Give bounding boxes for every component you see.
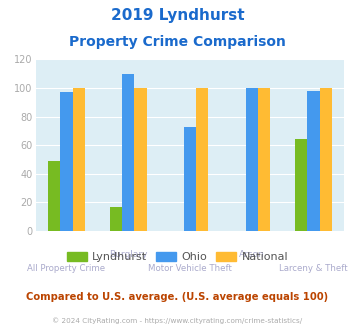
Text: Compared to U.S. average. (U.S. average equals 100): Compared to U.S. average. (U.S. average … — [26, 292, 329, 302]
Bar — [307, 91, 320, 231]
Bar — [60, 92, 72, 231]
Bar — [110, 207, 122, 231]
Bar — [122, 74, 134, 231]
Text: Arson: Arson — [239, 250, 264, 259]
Bar — [48, 161, 60, 231]
Bar — [134, 88, 147, 231]
Text: © 2024 CityRating.com - https://www.cityrating.com/crime-statistics/: © 2024 CityRating.com - https://www.city… — [53, 317, 302, 324]
Bar — [320, 88, 332, 231]
Text: Motor Vehicle Theft: Motor Vehicle Theft — [148, 264, 232, 273]
Text: 2019 Lyndhurst: 2019 Lyndhurst — [111, 8, 244, 23]
Legend: Lyndhurst, Ohio, National: Lyndhurst, Ohio, National — [62, 248, 293, 267]
Text: Larceny & Theft: Larceny & Theft — [279, 264, 348, 273]
Bar — [258, 88, 270, 231]
Text: All Property Crime: All Property Crime — [27, 264, 105, 273]
Bar — [295, 140, 307, 231]
Text: Property Crime Comparison: Property Crime Comparison — [69, 35, 286, 49]
Text: Burglary: Burglary — [109, 250, 147, 259]
Bar — [184, 127, 196, 231]
Bar — [72, 88, 85, 231]
Bar — [246, 88, 258, 231]
Bar — [196, 88, 208, 231]
